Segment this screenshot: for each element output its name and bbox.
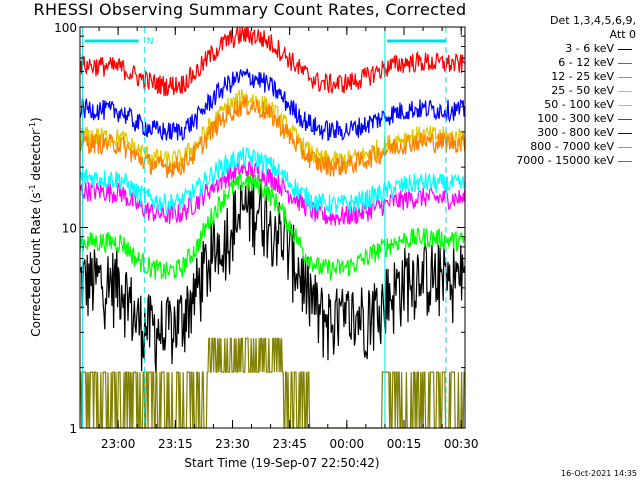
legend-label: 6 - 12 keV: [558, 56, 614, 69]
series-100-300-kev: [79, 26, 466, 97]
series-50-100-kev: [79, 88, 466, 172]
x-axis-label: Start Time (19-Sep-07 22:50:42): [184, 456, 379, 470]
legend-swatch: [618, 119, 632, 120]
legend-swatch: [618, 77, 632, 78]
legend-entry-50-100-kev: 50 - 100 keV: [486, 98, 636, 112]
legend-swatch: [618, 63, 632, 64]
legend-swatch: [618, 105, 632, 106]
axis-layer: 1 10 100 23:00 23:15 23:30 23:45 00:00 00:15 00:3…: [54, 21, 478, 451]
chart-title: RHESSI Observing Summary Count Rates, Co…: [33, 0, 467, 19]
legend-label: 100 - 300 keV: [537, 112, 614, 125]
footer-timestamp: 16-Oct-2021 14:35: [561, 469, 637, 478]
night-label: N: [147, 37, 154, 47]
legend-label: 7000 - 15000 keV: [516, 154, 614, 167]
y-tick-label-10: 10: [62, 222, 77, 236]
series-6-12-kev: [79, 160, 466, 226]
x-tick-label-2300: 23:00: [101, 437, 136, 451]
legend-entry-12-25-kev: 12 - 25 keV: [486, 70, 636, 84]
legend-swatch: [618, 133, 632, 134]
x-tick-label-0000: 00:00: [330, 437, 365, 451]
x-tick-label-0015: 00:15: [387, 437, 422, 451]
series-3-6-kev: [79, 176, 466, 375]
legend-entry-3-6-kev: 3 - 6 keV: [486, 42, 636, 56]
series-layer: [79, 26, 466, 429]
legend-label: 300 - 800 keV: [537, 126, 614, 139]
legend-entry-800-7000-kev: 800 - 7000 keV: [486, 140, 636, 154]
x-tick-label-2315: 23:15: [158, 437, 193, 451]
legend-entry-7000-15000-kev: 7000 - 15000 keV: [486, 154, 636, 168]
chart-legend: Det 1,3,4,5,6,9, Att 0 3 - 6 keV 6 - 12 k…: [486, 14, 636, 168]
legend-label: 50 - 100 keV: [544, 98, 614, 111]
legend-entry-6-12-kev: 6 - 12 keV: [486, 56, 636, 70]
series-7000-15000-kev: [80, 337, 465, 429]
legend-label: 12 - 25 keV: [551, 70, 614, 83]
series-800-7000-kev: [79, 95, 466, 179]
legend-swatch: [618, 49, 632, 50]
legend-attenuator: Att 0: [609, 28, 636, 41]
y-axis-label: Corrected Count Rate (s-1 detector-1): [28, 117, 43, 336]
legend-entry-25-50-kev: 25 - 50 keV: [486, 84, 636, 98]
legend-swatch: [618, 147, 632, 148]
legend-entry-300-800-kev: 300 - 800 keV: [486, 126, 636, 140]
legend-swatch: [618, 91, 632, 92]
legend-entry-100-300-kev: 100 - 300 keV: [486, 112, 636, 126]
x-tick-label-2330: 23:30: [215, 437, 250, 451]
legend-detectors: Det 1,3,4,5,6,9,: [549, 14, 636, 27]
legend-label: 3 - 6 keV: [565, 42, 614, 55]
series-12-25-kev: [79, 173, 466, 282]
legend-label: 800 - 7000 keV: [530, 140, 614, 153]
legend-label: 25 - 50 keV: [551, 84, 614, 97]
y-tick-label-1: 1: [69, 422, 77, 436]
x-tick-label-2345: 23:45: [272, 437, 307, 451]
y-tick-label-100: 100: [54, 21, 77, 35]
legend-swatch: [618, 161, 632, 162]
x-tick-label-0030: 00:30: [444, 437, 479, 451]
series-25-50-kev: [79, 146, 466, 216]
series-300-800-kev: [79, 68, 466, 142]
